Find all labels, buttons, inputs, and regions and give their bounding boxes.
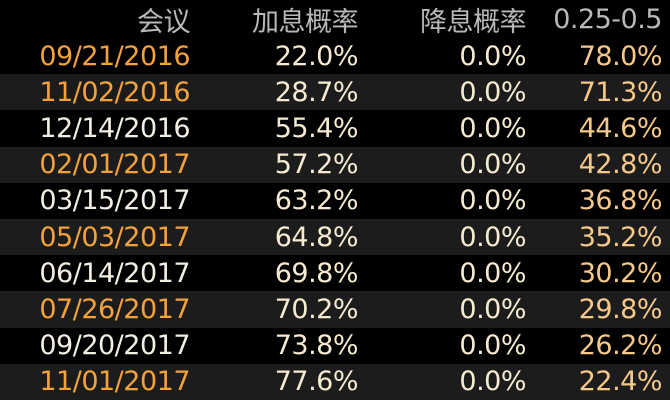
header-cell: 0.25-0.5 bbox=[553, 3, 662, 35]
meeting-date: 11/02/2016 bbox=[39, 76, 190, 108]
range-probability: 78.0% bbox=[578, 40, 663, 72]
table-row: 09/21/2016 22.0% 0.0% 78.0% bbox=[0, 38, 670, 74]
cut-probability: 0.0% bbox=[459, 330, 526, 362]
table-row: 06/14/2017 69.8% 0.0% 30.2% bbox=[0, 255, 670, 291]
table-row: 05/03/2017 64.8% 0.0% 35.2% bbox=[0, 218, 670, 256]
hike-probability: 69.8% bbox=[274, 257, 359, 289]
cut-probability: 0.0% bbox=[459, 366, 526, 398]
range-probability: 44.6% bbox=[578, 112, 663, 144]
table-body: 09/21/2016 22.0% 0.0% 78.0% 11/02/2016 28.7% 0… bbox=[0, 38, 670, 400]
cut-probability: 0.0% bbox=[459, 40, 526, 72]
meeting-date: 05/03/2017 bbox=[39, 221, 190, 253]
hike-probability: 22.0% bbox=[274, 40, 359, 72]
meeting-date: 02/01/2017 bbox=[39, 149, 190, 181]
range-probability: 36.8% bbox=[578, 185, 663, 217]
cut-probability: 0.0% bbox=[459, 149, 526, 181]
table-row: 02/01/2017 57.2% 0.0% 42.8% bbox=[0, 146, 670, 183]
meeting-date: 06/14/2017 bbox=[39, 257, 190, 289]
table-row: 11/02/2016 28.7% 0.0% 71.3% bbox=[0, 74, 670, 111]
range-probability: 26.2% bbox=[578, 330, 663, 362]
cut-probability: 0.0% bbox=[459, 185, 526, 217]
meeting-date: 09/21/2016 bbox=[39, 40, 190, 72]
hike-probability: 73.8% bbox=[274, 330, 359, 362]
table-row: 12/14/2016 55.4% 0.0% 44.6% bbox=[0, 110, 670, 146]
range-probability: 42.8% bbox=[578, 149, 663, 181]
cut-probability: 0.0% bbox=[459, 257, 526, 289]
hike-probability: 64.8% bbox=[274, 221, 359, 253]
header-row: 会议 加息概率 降息概率 0.25-0.5 bbox=[0, 0, 670, 38]
range-probability: 35.2% bbox=[578, 221, 663, 253]
header-cell: 会议 bbox=[137, 6, 191, 38]
cut-probability: 0.0% bbox=[459, 112, 526, 144]
hike-probability: 70.2% bbox=[274, 293, 359, 325]
table-row: 07/26/2017 70.2% 0.0% 29.8% bbox=[0, 291, 670, 328]
range-probability: 71.3% bbox=[578, 76, 663, 108]
header-cell: 降息概率 bbox=[420, 6, 527, 38]
meeting-date: 12/14/2016 bbox=[39, 112, 190, 144]
meeting-date: 11/01/2017 bbox=[39, 366, 190, 398]
table-row: 09/20/2017 73.8% 0.0% 26.2% bbox=[0, 328, 670, 364]
range-probability: 22.4% bbox=[578, 366, 663, 398]
range-probability: 29.8% bbox=[578, 293, 663, 325]
cut-probability: 0.0% bbox=[459, 221, 526, 253]
header-cell: 加息概率 bbox=[252, 6, 359, 38]
cut-probability: 0.0% bbox=[459, 76, 526, 108]
meeting-date: 09/20/2017 bbox=[39, 330, 190, 362]
hike-probability: 77.6% bbox=[274, 366, 359, 398]
hike-probability: 28.7% bbox=[274, 76, 359, 108]
hike-probability: 57.2% bbox=[274, 149, 359, 181]
hike-probability: 63.2% bbox=[274, 185, 359, 217]
table-row: 03/15/2017 63.2% 0.0% 36.8% bbox=[0, 183, 670, 219]
meeting-date: 03/15/2017 bbox=[39, 185, 190, 217]
range-probability: 30.2% bbox=[578, 257, 663, 289]
cut-probability: 0.0% bbox=[459, 293, 526, 325]
meeting-date: 07/26/2017 bbox=[39, 293, 190, 325]
hike-probability: 55.4% bbox=[274, 112, 359, 144]
table-row: 11/01/2017 77.6% 0.0% 22.4% bbox=[0, 363, 670, 400]
